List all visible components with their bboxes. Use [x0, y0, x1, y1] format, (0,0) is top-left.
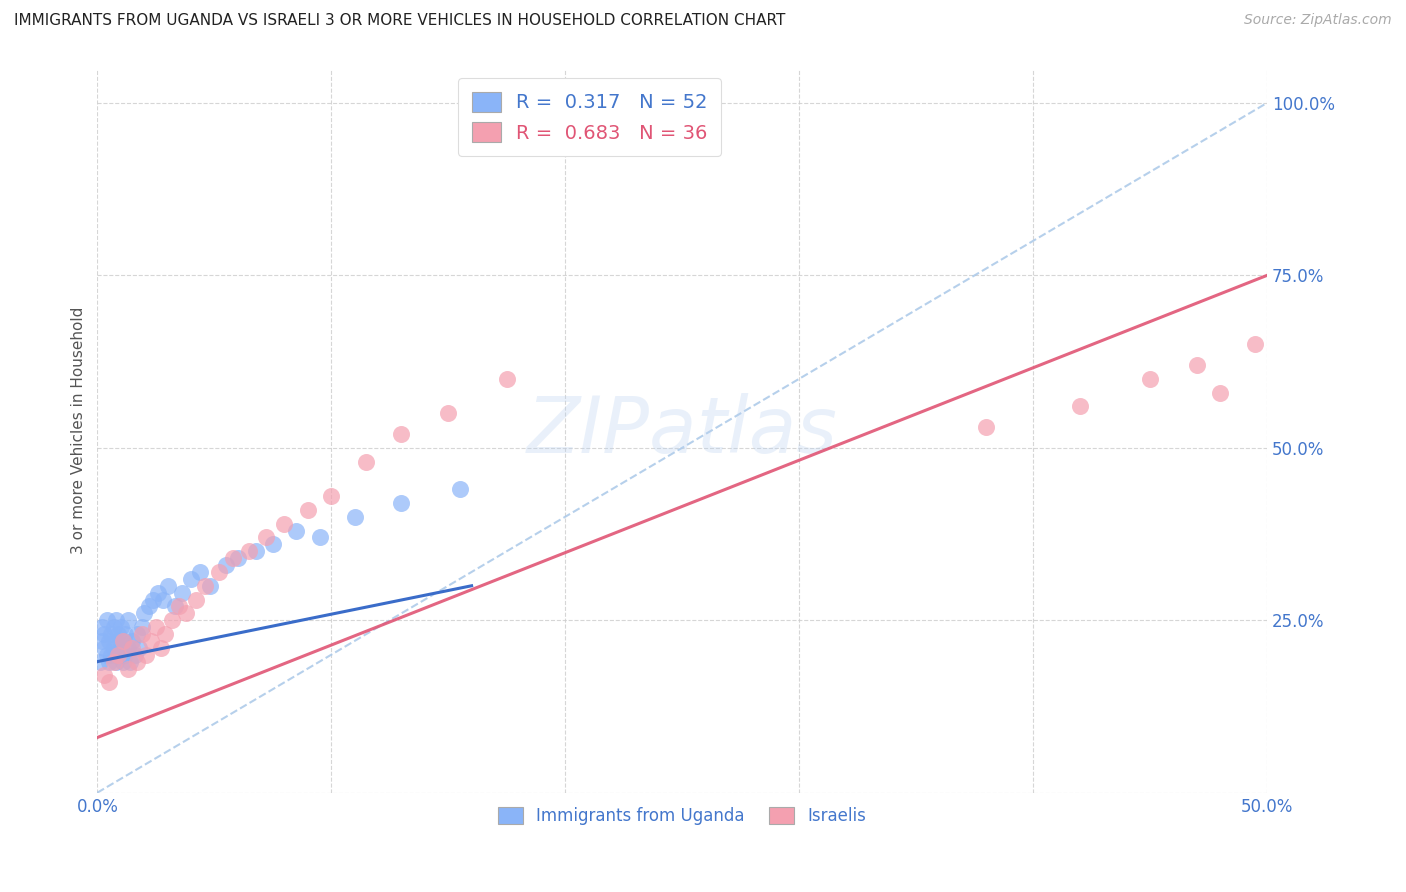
Point: [112, 634, 135, 648]
Point: [145, 620, 167, 634]
Point: [180, 572, 202, 586]
Point: [91, 634, 114, 648]
Point: [134, 607, 156, 621]
Point: [163, 599, 186, 614]
Point: [184, 592, 207, 607]
Point: [100, 627, 122, 641]
Point: [437, 406, 460, 420]
Point: [103, 655, 125, 669]
Point: [107, 648, 129, 662]
Point: [91, 620, 114, 634]
Point: [170, 585, 193, 599]
Point: [343, 509, 366, 524]
Point: [107, 648, 129, 662]
Point: [121, 640, 143, 655]
Point: [285, 524, 308, 538]
Point: [321, 489, 343, 503]
Point: [135, 648, 157, 662]
Point: [112, 634, 135, 648]
Point: [152, 592, 174, 607]
Point: [198, 579, 221, 593]
Point: [1244, 337, 1267, 351]
Point: [215, 558, 238, 572]
Point: [149, 640, 172, 655]
Point: [138, 599, 160, 614]
Point: [146, 585, 169, 599]
Point: [105, 634, 128, 648]
Point: [103, 640, 125, 655]
Point: [98, 675, 121, 690]
Point: [131, 627, 153, 641]
Point: [128, 640, 150, 655]
Point: [974, 420, 997, 434]
Text: IMMIGRANTS FROM UGANDA VS ISRAELI 3 OR MORE VEHICLES IN HOUSEHOLD CORRELATION CH: IMMIGRANTS FROM UGANDA VS ISRAELI 3 OR M…: [14, 13, 786, 29]
Point: [117, 661, 139, 675]
Point: [194, 579, 217, 593]
Point: [1209, 385, 1232, 400]
Point: [238, 544, 260, 558]
Point: [112, 655, 135, 669]
Point: [110, 640, 132, 655]
Point: [93, 627, 115, 641]
Point: [156, 579, 179, 593]
Point: [254, 531, 277, 545]
Point: [160, 613, 183, 627]
Point: [96, 648, 118, 662]
Point: [110, 620, 132, 634]
Point: [89, 655, 111, 669]
Text: Source: ZipAtlas.com: Source: ZipAtlas.com: [1244, 13, 1392, 28]
Point: [356, 455, 378, 469]
Point: [391, 496, 413, 510]
Point: [297, 503, 319, 517]
Point: [96, 613, 118, 627]
Point: [226, 551, 249, 566]
Point: [98, 634, 121, 648]
Point: [127, 655, 149, 669]
Point: [117, 613, 139, 627]
Point: [98, 655, 121, 669]
Point: [117, 640, 139, 655]
Point: [174, 607, 197, 621]
Point: [121, 634, 143, 648]
Point: [124, 648, 146, 662]
Point: [245, 544, 267, 558]
Point: [93, 668, 115, 682]
Point: [188, 565, 211, 579]
Point: [449, 482, 471, 496]
Point: [153, 627, 176, 641]
Point: [131, 620, 153, 634]
Point: [93, 640, 115, 655]
Point: [103, 620, 125, 634]
Point: [107, 627, 129, 641]
Point: [1069, 400, 1091, 414]
Point: [114, 627, 136, 641]
Point: [391, 427, 413, 442]
Point: [208, 565, 231, 579]
Text: ZIPatlas: ZIPatlas: [527, 392, 838, 468]
Y-axis label: 3 or more Vehicles in Household: 3 or more Vehicles in Household: [72, 307, 86, 554]
Legend: Immigrants from Uganda, Israelis: Immigrants from Uganda, Israelis: [488, 797, 877, 835]
Point: [495, 372, 517, 386]
Point: [100, 648, 122, 662]
Point: [222, 551, 245, 566]
Point: [142, 592, 165, 607]
Point: [167, 599, 190, 614]
Point: [308, 531, 330, 545]
Point: [1185, 358, 1208, 372]
Point: [105, 613, 128, 627]
Point: [1139, 372, 1161, 386]
Point: [114, 648, 136, 662]
Point: [127, 627, 149, 641]
Point: [105, 655, 128, 669]
Point: [273, 516, 295, 531]
Point: [120, 655, 142, 669]
Point: [141, 634, 163, 648]
Point: [262, 537, 284, 551]
